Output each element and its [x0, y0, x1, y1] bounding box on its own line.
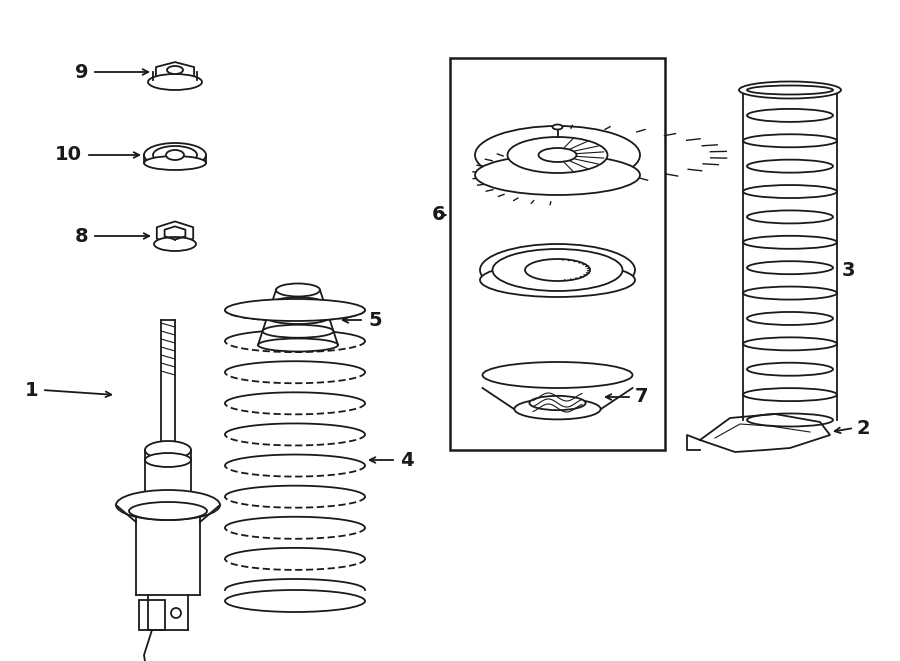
Ellipse shape [525, 259, 590, 281]
Ellipse shape [743, 185, 837, 198]
Text: 3: 3 [842, 260, 856, 280]
Ellipse shape [276, 284, 320, 297]
Ellipse shape [538, 148, 577, 162]
Ellipse shape [747, 109, 833, 122]
Text: 8: 8 [75, 227, 88, 245]
Text: 10: 10 [55, 145, 82, 165]
Ellipse shape [154, 237, 196, 251]
Ellipse shape [743, 337, 837, 350]
Circle shape [171, 608, 181, 618]
Ellipse shape [258, 338, 338, 352]
Text: 4: 4 [400, 451, 414, 469]
Ellipse shape [145, 441, 191, 459]
Text: 5: 5 [368, 311, 382, 329]
Ellipse shape [480, 263, 635, 297]
Text: 9: 9 [75, 63, 88, 81]
Ellipse shape [553, 124, 562, 130]
Ellipse shape [508, 137, 608, 173]
Ellipse shape [153, 146, 197, 164]
Ellipse shape [129, 502, 207, 520]
Ellipse shape [747, 363, 833, 375]
Bar [450, 58, 665, 450]
Ellipse shape [743, 134, 837, 147]
Ellipse shape [475, 155, 640, 195]
Text: 7: 7 [635, 387, 649, 407]
Ellipse shape [272, 297, 325, 310]
Ellipse shape [144, 143, 206, 167]
Ellipse shape [482, 362, 633, 388]
Ellipse shape [167, 66, 183, 74]
Ellipse shape [739, 81, 841, 98]
Ellipse shape [747, 414, 833, 426]
Ellipse shape [116, 490, 220, 520]
Ellipse shape [267, 311, 329, 324]
Bar [139, 600, 165, 630]
Ellipse shape [166, 150, 184, 160]
Ellipse shape [529, 396, 586, 410]
Ellipse shape [225, 299, 365, 321]
Ellipse shape [148, 74, 202, 90]
Ellipse shape [480, 244, 635, 296]
Ellipse shape [145, 453, 191, 467]
Ellipse shape [492, 249, 623, 291]
Ellipse shape [747, 210, 833, 223]
Text: 2: 2 [857, 418, 870, 438]
Ellipse shape [747, 312, 833, 325]
Ellipse shape [263, 325, 334, 338]
Ellipse shape [743, 236, 837, 249]
Ellipse shape [743, 287, 837, 299]
Ellipse shape [747, 160, 833, 173]
Ellipse shape [747, 261, 833, 274]
Text: 1: 1 [24, 381, 38, 399]
Ellipse shape [743, 388, 837, 401]
Ellipse shape [743, 83, 837, 97]
Ellipse shape [144, 156, 206, 170]
Text: 6: 6 [431, 206, 445, 225]
Ellipse shape [225, 590, 365, 612]
Ellipse shape [747, 85, 833, 95]
Ellipse shape [515, 399, 600, 419]
Ellipse shape [475, 126, 640, 184]
